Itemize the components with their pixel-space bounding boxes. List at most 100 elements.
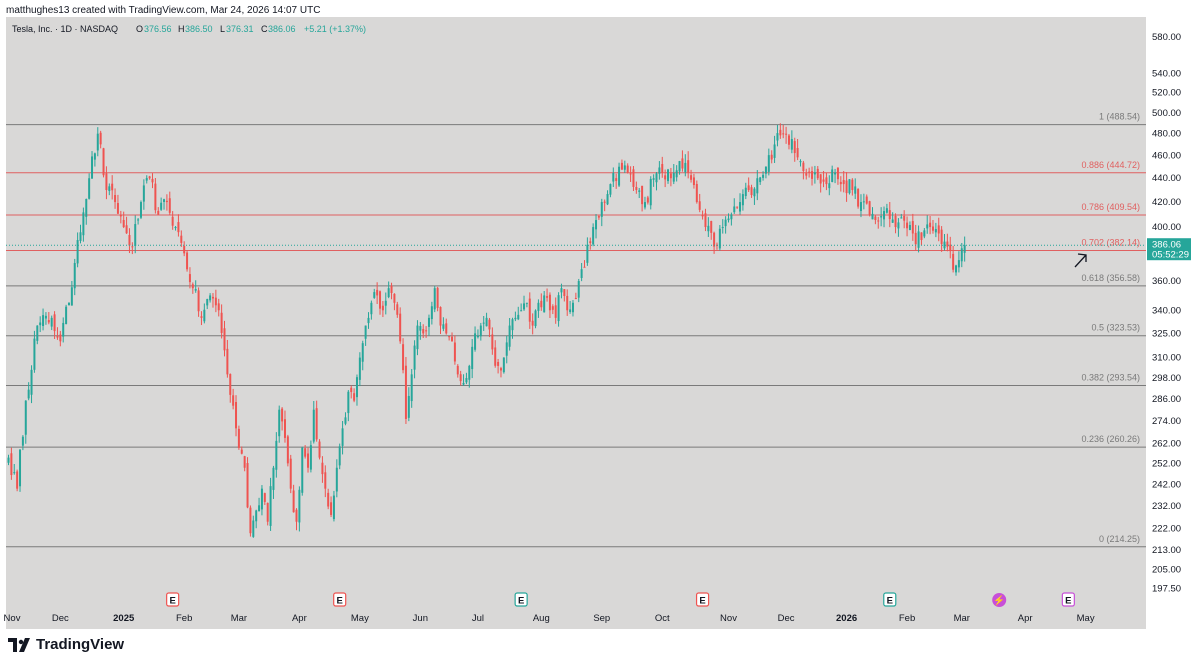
candle-body — [171, 216, 174, 226]
price-tick-label: 340.00 — [1152, 305, 1181, 316]
candle-body — [404, 365, 407, 419]
candle-body — [211, 296, 214, 299]
candle-body — [62, 322, 65, 337]
candle-body — [569, 309, 572, 312]
candle-body — [595, 220, 598, 230]
bar-countdown: 05:52:29 — [1152, 250, 1189, 261]
candle-body — [335, 467, 338, 492]
last-price-value: 386.06 — [1152, 240, 1181, 251]
candle-body — [911, 221, 914, 234]
earnings-event-icon[interactable]: E — [514, 592, 528, 607]
candle-body — [399, 313, 402, 342]
candle-body — [730, 214, 733, 220]
candle-body — [750, 187, 753, 196]
arrow-annotation[interactable] — [1074, 253, 1087, 268]
candle-body — [710, 221, 713, 233]
candle-body — [931, 226, 934, 231]
candle-body — [430, 306, 433, 320]
candle-body — [736, 206, 739, 208]
candle-body — [548, 294, 551, 311]
time-axis[interactable]: Nov Dec 2025 Feb Mar Apr May Jun Jul Aug Sep Oct Nov… — [4, 613, 1095, 624]
candle-body — [534, 310, 537, 327]
candle-body — [802, 162, 805, 171]
price-tick-label: 262.00 — [1152, 439, 1181, 450]
close-label: C — [261, 24, 268, 34]
candle-body — [505, 342, 508, 356]
price-tick-label: 460.00 — [1152, 150, 1181, 161]
time-tick-label: Jul — [472, 613, 484, 624]
price-tick-label: 274.00 — [1152, 416, 1181, 427]
candle-body — [903, 215, 906, 221]
candle-body — [350, 387, 353, 393]
low-value: 376.31 — [226, 24, 254, 34]
candle-body — [770, 154, 773, 160]
candle-body — [934, 228, 937, 233]
candle-body — [220, 312, 223, 333]
candle-body — [949, 244, 952, 252]
candle-body — [906, 222, 909, 229]
candle-body — [200, 316, 203, 318]
candle-body — [111, 183, 114, 191]
candle-body — [762, 174, 765, 178]
price-tick-label: 400.00 — [1152, 222, 1181, 233]
candle-body — [600, 202, 603, 217]
candle-body — [618, 166, 621, 186]
candle-body — [753, 188, 756, 197]
candle-body — [813, 172, 816, 175]
low-label: L — [220, 24, 225, 34]
price-axis[interactable]: 580.00 540.00 520.00 500.00 480.00 460.00 440.… — [1152, 32, 1181, 595]
time-tick-label: Mar — [954, 613, 970, 624]
candle-body — [920, 232, 923, 241]
candle-body — [687, 160, 690, 173]
candle-body — [836, 167, 839, 180]
candle-body — [237, 428, 240, 448]
candle-body — [85, 198, 88, 217]
candle-body — [661, 164, 664, 173]
candle-body — [364, 325, 367, 339]
candle-body — [194, 289, 197, 291]
earnings-event-icon[interactable]: E — [333, 592, 347, 607]
earnings-event-icon[interactable]: E — [883, 592, 897, 607]
candle-body — [114, 195, 117, 203]
price-tick-label: 242.00 — [1152, 479, 1181, 490]
last-price-tag: 386.06 05:52:29 — [1147, 238, 1191, 261]
candle-body — [275, 440, 278, 470]
candle-body — [885, 208, 888, 213]
earnings-event-badge — [514, 592, 528, 607]
candle-body — [292, 490, 295, 513]
earnings-event-icon[interactable]: E — [695, 592, 710, 607]
candle-body — [520, 310, 523, 312]
candle-body — [214, 297, 217, 306]
candle-body — [914, 232, 917, 245]
split-event-icon[interactable]: ⚡ — [992, 593, 1007, 607]
candle-body — [462, 382, 465, 385]
candle-body — [468, 365, 471, 380]
candle-body — [439, 307, 442, 326]
candle-body — [479, 325, 482, 337]
candle-body — [586, 244, 589, 263]
candle-body — [416, 325, 419, 350]
candle-body — [281, 408, 284, 422]
chart-credit: matthughes13 created with TradingView.co… — [6, 5, 321, 16]
candle-body — [355, 377, 358, 398]
fib-level-label-0: 0 (214.25) — [1099, 534, 1140, 544]
candle-body — [373, 292, 376, 298]
candle-body — [960, 248, 963, 262]
plot-background — [6, 17, 1146, 629]
event-glyph: E — [337, 596, 343, 607]
candle-body — [667, 169, 670, 182]
price-tick-label: 440.00 — [1152, 173, 1181, 184]
earnings-event-icon[interactable]: E — [166, 592, 180, 607]
candle-body — [125, 225, 128, 234]
event-glyph: E — [1065, 596, 1071, 607]
candle-body — [592, 227, 595, 245]
candle-body — [451, 336, 454, 342]
candle-body — [874, 216, 877, 221]
candle-body — [926, 224, 929, 229]
candle-body — [851, 179, 854, 191]
candle-body — [727, 218, 730, 221]
candle-body — [713, 232, 716, 247]
earnings-event-icon[interactable]: E — [1061, 592, 1075, 607]
candle-body — [70, 287, 73, 306]
